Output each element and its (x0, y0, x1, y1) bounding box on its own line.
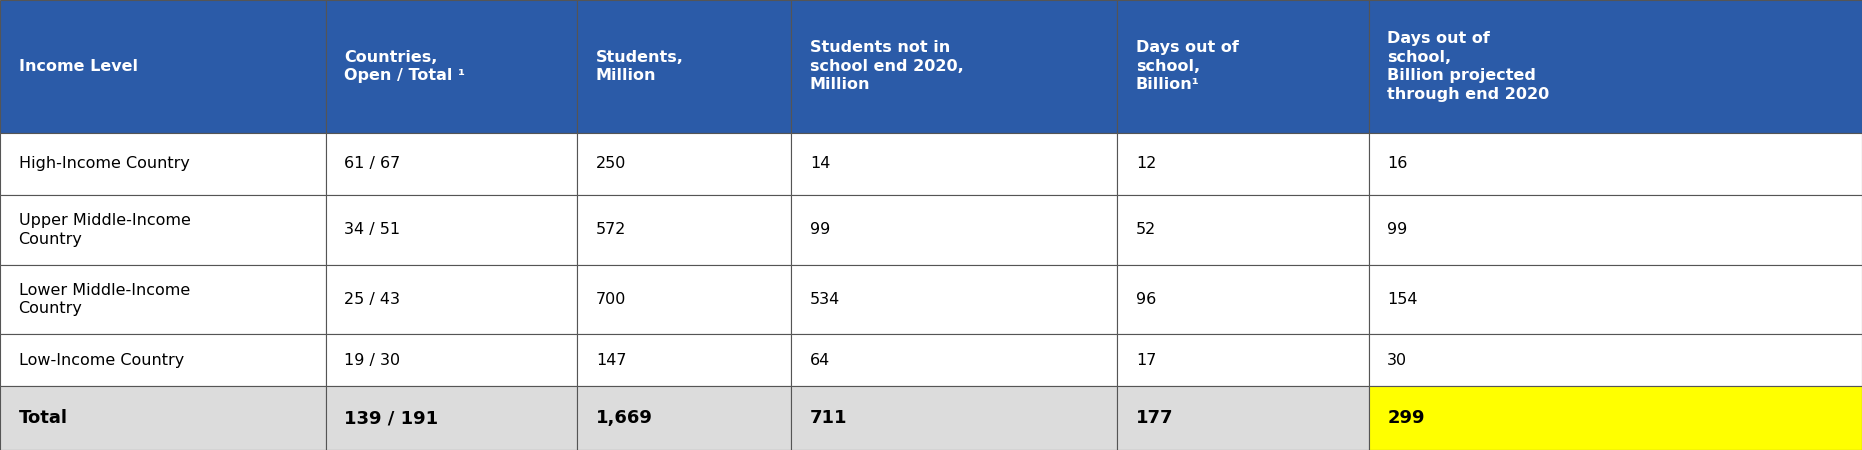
Bar (0, 0, 326, 133)
Bar (577, 334, 791, 386)
Text: Low-Income Country: Low-Income Country (19, 353, 184, 368)
Text: 25 / 43: 25 / 43 (344, 292, 400, 307)
Bar (326, 265, 577, 334)
Bar (1369, 386, 1862, 450)
Bar (1369, 133, 1862, 195)
Text: 1,669: 1,669 (596, 409, 654, 427)
Bar (577, 265, 791, 334)
Bar (1369, 334, 1862, 386)
Bar (326, 334, 577, 386)
Bar (1117, 386, 1369, 450)
Text: 64: 64 (810, 353, 830, 368)
Text: Days out of
school,
Billion projected
through end 2020: Days out of school, Billion projected th… (1387, 31, 1549, 102)
Text: 16: 16 (1387, 156, 1408, 171)
Bar (0, 195, 326, 265)
Text: Students not in
school end 2020,
Million: Students not in school end 2020, Million (810, 40, 965, 93)
Text: 154: 154 (1387, 292, 1417, 307)
Text: 96: 96 (1136, 292, 1156, 307)
Bar (577, 386, 791, 450)
Bar (791, 334, 1117, 386)
Text: Days out of
school,
Billion¹: Days out of school, Billion¹ (1136, 40, 1238, 93)
Text: Students,
Million: Students, Million (596, 50, 683, 83)
Bar (791, 0, 1117, 133)
Text: Total: Total (19, 409, 67, 427)
Text: Upper Middle-Income
Country: Upper Middle-Income Country (19, 213, 190, 247)
Bar (577, 133, 791, 195)
Bar (791, 133, 1117, 195)
Text: 30: 30 (1387, 353, 1408, 368)
Bar (791, 386, 1117, 450)
Text: 34 / 51: 34 / 51 (344, 222, 400, 237)
Text: Countries,
Open / Total ¹: Countries, Open / Total ¹ (344, 50, 466, 83)
Bar (1117, 265, 1369, 334)
Text: 711: 711 (810, 409, 847, 427)
Text: Income Level: Income Level (19, 59, 138, 74)
Bar (1369, 265, 1862, 334)
Text: 61 / 67: 61 / 67 (344, 156, 400, 171)
Bar (326, 195, 577, 265)
Bar (1369, 195, 1862, 265)
Text: 299: 299 (1387, 409, 1424, 427)
Text: 19 / 30: 19 / 30 (344, 353, 400, 368)
Text: 572: 572 (596, 222, 626, 237)
Bar (577, 195, 791, 265)
Text: 250: 250 (596, 156, 626, 171)
Bar (0, 386, 326, 450)
Bar (1117, 334, 1369, 386)
Bar (0, 133, 326, 195)
Text: 177: 177 (1136, 409, 1173, 427)
Text: 14: 14 (810, 156, 830, 171)
Bar (326, 0, 577, 133)
Bar (326, 386, 577, 450)
Text: 147: 147 (596, 353, 626, 368)
Text: 99: 99 (1387, 222, 1408, 237)
Bar (326, 133, 577, 195)
Text: 534: 534 (810, 292, 840, 307)
Text: 52: 52 (1136, 222, 1156, 237)
Bar (1117, 0, 1369, 133)
Text: 700: 700 (596, 292, 626, 307)
Text: 99: 99 (810, 222, 830, 237)
Bar (791, 265, 1117, 334)
Bar (791, 195, 1117, 265)
Text: 139 / 191: 139 / 191 (344, 409, 439, 427)
Text: Lower Middle-Income
Country: Lower Middle-Income Country (19, 283, 190, 316)
Bar (577, 0, 791, 133)
Text: 17: 17 (1136, 353, 1156, 368)
Bar (1117, 195, 1369, 265)
Bar (1369, 0, 1862, 133)
Bar (0, 334, 326, 386)
Bar (1117, 133, 1369, 195)
Text: High-Income Country: High-Income Country (19, 156, 190, 171)
Bar (0, 265, 326, 334)
Text: 12: 12 (1136, 156, 1156, 171)
